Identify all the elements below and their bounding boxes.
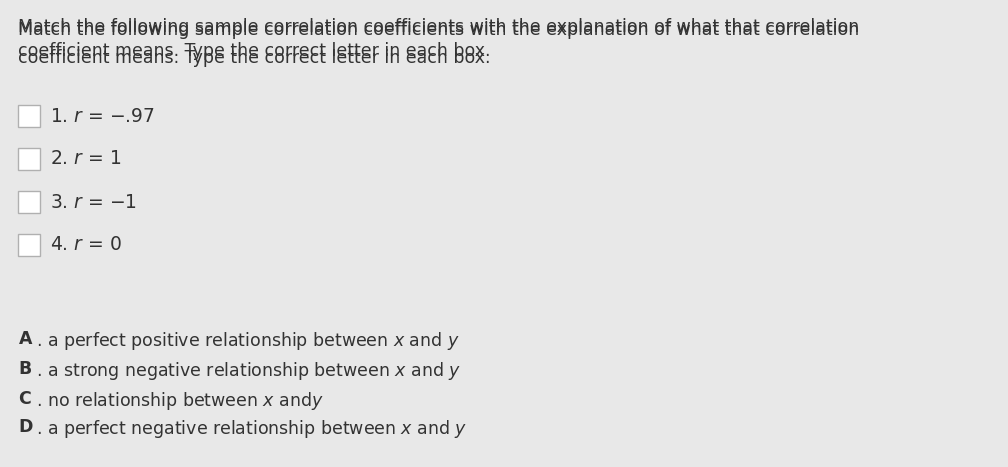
FancyBboxPatch shape [18,234,40,256]
FancyBboxPatch shape [18,191,40,213]
Text: coefficient means. Type the correct letter in each box.: coefficient means. Type the correct lett… [18,42,491,60]
Text: Match the following sample correlation coefficients with the explanation of what: Match the following sample correlation c… [18,21,860,39]
Text: $\bf{B}$: $\bf{B}$ [18,360,32,378]
Text: 2. $r$ = 1: 2. $r$ = 1 [50,149,121,169]
Text: coefficient means. Type the correct letter in each box.: coefficient means. Type the correct lett… [18,49,491,67]
Text: . a strong negative relationship between $x$ and $y$: . a strong negative relationship between… [36,360,461,382]
Text: . a perfect positive relationship between $x$ and $y$: . a perfect positive relationship betwee… [36,330,460,352]
Text: $\bf{A}$: $\bf{A}$ [18,330,33,348]
Text: $\bf{D}$: $\bf{D}$ [18,418,33,436]
Text: . a perfect negative relationship between $x$ and $y$: . a perfect negative relationship betwee… [36,418,468,440]
Text: Match the following sample correlation coefficients with the explanation of what: Match the following sample correlation c… [18,18,859,36]
Text: $\bf{C}$: $\bf{C}$ [18,390,31,408]
Text: 1. $r$ = −.97: 1. $r$ = −.97 [50,106,155,126]
Text: 3. $r$ = −1: 3. $r$ = −1 [50,192,137,212]
FancyBboxPatch shape [18,105,40,127]
FancyBboxPatch shape [18,148,40,170]
Text: . no relationship between $x$ and$y$: . no relationship between $x$ and$y$ [36,390,324,412]
Text: 4. $r$ = 0: 4. $r$ = 0 [50,235,122,255]
